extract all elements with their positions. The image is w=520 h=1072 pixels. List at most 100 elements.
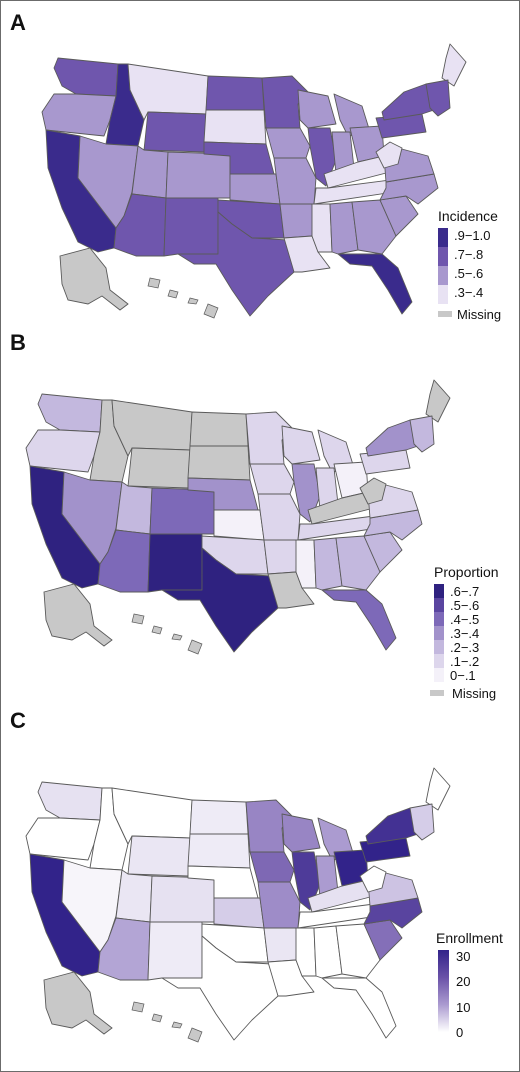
state-hi-island	[203, 303, 219, 319]
state-ut	[115, 481, 153, 535]
state-wv	[359, 477, 387, 505]
state-hi-island	[147, 277, 161, 289]
legend-label: .7−.8	[454, 247, 484, 262]
state-ny	[381, 83, 435, 121]
legend-tick-label: 10	[456, 999, 471, 1015]
state-hi-island	[151, 625, 163, 635]
legend-swatch	[438, 266, 448, 285]
state-wi	[281, 813, 321, 853]
legend-swatch	[434, 626, 444, 640]
state-wv	[359, 865, 387, 893]
state-hi-island	[131, 1001, 145, 1013]
state-tx	[177, 211, 295, 317]
state-hi-island	[131, 613, 145, 625]
legend-swatch	[434, 640, 444, 654]
state-wy	[143, 111, 207, 153]
state-hi-island	[151, 1013, 163, 1023]
legend-label: .5−.6	[450, 598, 480, 613]
state-or	[25, 817, 101, 861]
legend-swatch	[438, 247, 448, 266]
state-ne6	[409, 415, 435, 453]
state-hi-island	[187, 297, 199, 305]
state-mt	[111, 399, 193, 457]
legend-swatch	[434, 612, 444, 626]
legend-enrollment: Enrollment 30 20 10 0	[436, 930, 516, 1040]
state-ks	[213, 509, 265, 541]
legend-gradient	[438, 950, 449, 1032]
state-il	[291, 463, 321, 523]
legend-title: Proportion	[434, 564, 499, 580]
state-al	[313, 537, 343, 591]
state-ar	[263, 927, 299, 963]
legend-title: Enrollment	[436, 930, 503, 946]
state-ia	[249, 463, 295, 495]
state-me	[425, 767, 451, 811]
panel-letter-c: C	[10, 708, 26, 733]
state-ar	[279, 203, 315, 239]
state-fl	[337, 253, 413, 315]
legend-missing-swatch	[430, 690, 444, 696]
legend-label: 0−.1	[450, 668, 476, 683]
state-nm	[147, 921, 203, 981]
legend-label: .6−.7	[450, 584, 480, 599]
state-tx	[161, 935, 279, 1041]
state-nm	[147, 533, 203, 593]
state-wy	[127, 447, 191, 489]
state-ne6	[409, 803, 435, 841]
state-me	[425, 379, 451, 423]
state-ms	[311, 203, 333, 253]
state-nc	[363, 897, 423, 929]
state-ms	[295, 927, 317, 977]
state-ne6	[425, 79, 451, 117]
state-al	[329, 201, 359, 255]
state-co	[149, 487, 215, 535]
legend-label: .4−.5	[450, 612, 480, 627]
legend-label: .2−.3	[450, 640, 480, 655]
legend-label: .3−.4	[450, 626, 480, 641]
legend-missing-label: Missing	[457, 307, 502, 322]
state-nm	[163, 197, 219, 257]
state-ak	[59, 247, 129, 311]
state-hi-island	[187, 639, 203, 655]
state-hi-island	[171, 1021, 183, 1029]
legend-tick-label: 30	[456, 949, 471, 964]
state-hi-island	[167, 289, 179, 299]
state-ar	[263, 539, 299, 575]
state-or	[25, 429, 101, 473]
state-ks	[229, 173, 281, 205]
panel-c: C Enrollment 30 20 10 0	[0, 700, 520, 1070]
us-map-incidence	[41, 43, 467, 319]
state-ny	[365, 807, 419, 845]
legend-label: .3−.4	[454, 285, 484, 300]
state-me	[441, 43, 467, 87]
state-or	[41, 93, 117, 137]
legend-label: .5−.6	[454, 266, 484, 281]
state-nd	[189, 411, 249, 447]
legend-tick-label: 20	[456, 974, 471, 990]
state-co	[149, 875, 215, 923]
state-ks	[213, 897, 265, 929]
state-ia	[265, 127, 311, 159]
legend-proportion: Proportion .6−.7.5−.6.4−.5.3−.4.2−.3.1−.…	[430, 564, 518, 701]
state-fl	[321, 977, 397, 1039]
legend-swatch	[434, 598, 444, 612]
legend-missing-label: Missing	[452, 686, 497, 701]
us-map-enrollment	[25, 767, 451, 1043]
state-wa	[37, 393, 103, 433]
state-nd	[189, 799, 249, 835]
state-ia	[249, 851, 295, 883]
state-fl	[321, 589, 397, 651]
state-wv	[375, 141, 403, 169]
state-wi	[281, 425, 321, 465]
state-ut	[131, 145, 169, 199]
legend-swatch	[434, 584, 444, 598]
state-ut	[115, 869, 153, 923]
state-ny	[365, 419, 419, 457]
state-hi-island	[187, 1027, 203, 1043]
state-ga	[351, 199, 397, 255]
state-wy	[127, 835, 191, 877]
legend-tick-label: 0	[456, 1025, 464, 1040]
state-hi-island	[171, 633, 183, 641]
state-il	[307, 127, 337, 187]
legend-label: .1−.2	[450, 654, 480, 669]
